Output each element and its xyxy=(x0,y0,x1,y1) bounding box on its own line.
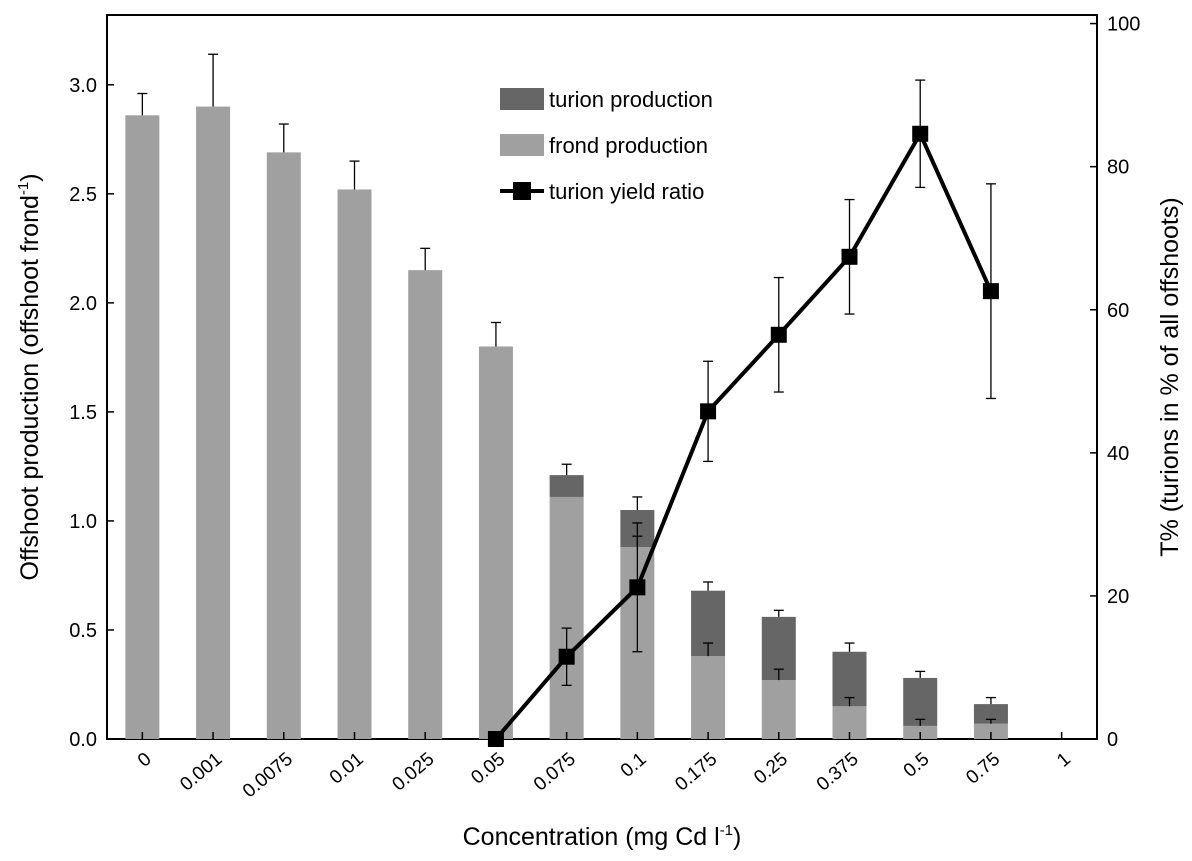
legend-marker-ratio xyxy=(513,182,531,200)
y2-tick-label-1: 20 xyxy=(1107,586,1129,608)
x-tick-label-10: 0.375 xyxy=(813,749,863,796)
x-axis: 0 0.001 0.0075 0.01 0.025 0.05 0.075 0.1 0.175 0.… xyxy=(134,732,1075,802)
x-tick-label-3: 0.01 xyxy=(326,749,368,789)
point-ratio-7 xyxy=(629,579,646,596)
x-tick-label-5: 0.05 xyxy=(467,749,509,789)
y-tick-label-1: 0.5 xyxy=(69,620,97,642)
point-ratio-6 xyxy=(558,648,575,665)
legend-swatch-frond xyxy=(500,134,544,156)
y-axis-right: 0 20 40 60 80 100 xyxy=(1090,14,1140,751)
y2-tick-label-3: 60 xyxy=(1107,300,1129,322)
bar-frond-8 xyxy=(691,656,726,739)
x-tick-label-11: 0.5 xyxy=(900,749,934,782)
x-tick-label-8: 0.175 xyxy=(671,749,721,796)
bar-turion-11 xyxy=(903,677,938,726)
x-tick-label-4: 0.025 xyxy=(389,749,439,796)
point-ratio-10 xyxy=(841,248,858,265)
x-tick-label-13: 1 xyxy=(1053,749,1075,772)
line-turion-ratio xyxy=(494,129,993,741)
bar-frond-1 xyxy=(196,106,231,740)
bar-frond-5 xyxy=(478,346,513,739)
plot-area xyxy=(106,14,1098,740)
y-tick-label-0: 0.0 xyxy=(69,729,97,751)
point-ratio-11 xyxy=(912,125,929,142)
error-bars-layer xyxy=(137,53,996,726)
bar-frond-2 xyxy=(266,152,301,739)
x-tick-label-6: 0.075 xyxy=(530,749,580,796)
y-axis-left: 0.0 0.5 1.0 1.5 2.0 2.5 3.0 xyxy=(69,75,114,751)
legend-label-ratio: turion yield ratio xyxy=(549,179,704,204)
point-ratio-12 xyxy=(982,283,999,300)
bar-frond-0 xyxy=(125,115,160,740)
bar-frond-9 xyxy=(761,680,796,739)
bar-frond-12 xyxy=(973,723,1008,739)
y-axis-title: Offshoot production (offshoot frond-1) xyxy=(15,173,44,580)
y2-axis-title: T% (turions in % of all offshoots) xyxy=(1156,197,1184,556)
y-tick-label-2: 1.0 xyxy=(69,511,97,533)
point-ratio-9 xyxy=(770,326,787,343)
legend-label-turion: turion production xyxy=(549,87,713,112)
bar-turion-6 xyxy=(549,475,584,497)
legend-swatch-turion xyxy=(500,88,544,110)
x-tick-label-9: 0.25 xyxy=(750,749,792,789)
bar-frond-4 xyxy=(408,270,443,739)
y-tick-label-3: 1.5 xyxy=(69,402,97,424)
legend-label-frond: frond production xyxy=(549,133,708,158)
y2-tick-label-0: 0 xyxy=(1107,729,1118,751)
bar-frond-3 xyxy=(337,189,372,739)
legend: turion production frond production turio… xyxy=(500,87,713,204)
x-tick-label-2: 0.0075 xyxy=(239,749,297,802)
bar-turion-12 xyxy=(973,704,1008,724)
y-tick-label-6: 3.0 xyxy=(69,75,97,97)
bar-frond-6 xyxy=(549,496,584,739)
x-tick-label-0: 0 xyxy=(134,749,156,772)
point-ratio-8 xyxy=(700,403,717,420)
x-axis-title: Concentration (mg Cd l-1) xyxy=(463,822,742,851)
bars-layer xyxy=(125,106,1008,740)
y2-tick-label-4: 80 xyxy=(1107,157,1129,179)
y2-tick-label-2: 40 xyxy=(1107,443,1129,465)
line-layer xyxy=(487,79,999,747)
x-tick-label-12: 0.75 xyxy=(962,749,1004,789)
y2-tick-label-5: 100 xyxy=(1107,14,1140,36)
y-tick-label-4: 2.0 xyxy=(69,293,97,315)
x-tick-label-1: 0.001 xyxy=(176,749,226,796)
x-tick-label-7: 0.1 xyxy=(617,749,651,782)
y-tick-label-5: 2.5 xyxy=(69,184,97,206)
